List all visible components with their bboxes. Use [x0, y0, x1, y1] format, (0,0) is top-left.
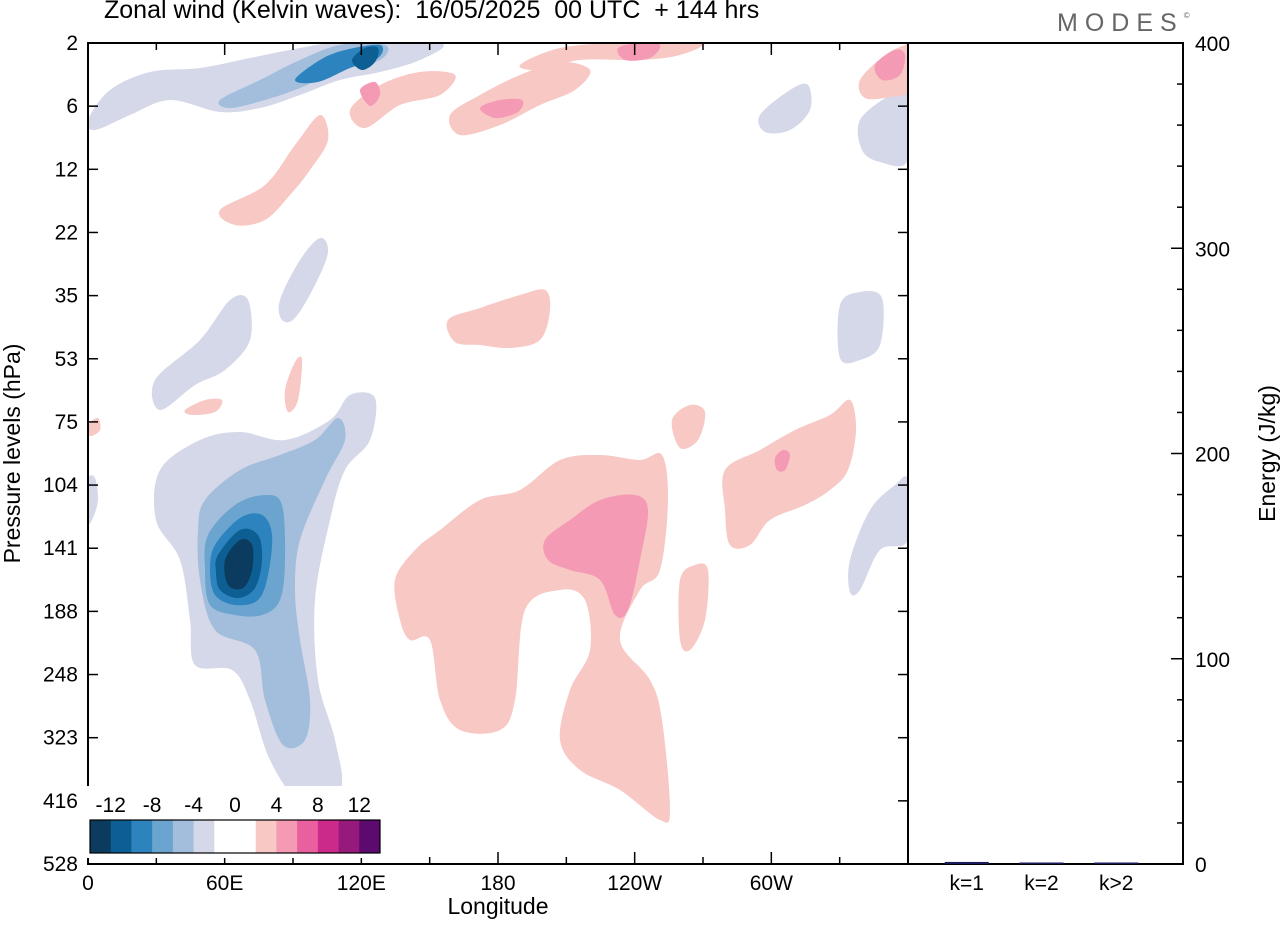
contour-fills [88, 43, 908, 823]
y-tick-label: 104 [43, 474, 78, 497]
colorbar-swatch [193, 820, 215, 853]
y-tick-label: 528 [43, 853, 78, 876]
negative-streak-upper [151, 294, 252, 411]
positive-small-1 [284, 356, 303, 413]
colorbar-swatch [276, 820, 298, 853]
colorbar-swatch [317, 820, 339, 853]
negative-strip-35 [837, 291, 884, 364]
colorbar-frame [89, 819, 381, 854]
colorbar-swatch [172, 820, 194, 853]
positive-right-small [678, 563, 709, 652]
colorbar-swatch [90, 820, 112, 853]
colorbar-swatch [235, 820, 257, 853]
negative-strato-core [351, 46, 379, 71]
y-tick-label: 248 [43, 664, 78, 687]
colorbar-label: 12 [348, 794, 371, 817]
colorbar: -12 -8 -4 0 4 8 12 [86, 786, 384, 858]
y-tick-label: 35 [55, 285, 78, 308]
energy-bar-label: k=2 [1024, 872, 1058, 895]
negative-strip-left [88, 475, 99, 524]
positive-strato-left-core [359, 81, 381, 107]
energy-tick-label: 200 [1195, 444, 1230, 467]
positive-small-3 [671, 404, 706, 450]
positive-35 [446, 289, 551, 349]
colorbar-swatch [131, 820, 153, 853]
negative-strato-east [758, 83, 812, 134]
energy-bar [1019, 862, 1064, 864]
positive-central-core [543, 494, 649, 619]
colorbar-swatch [359, 820, 381, 853]
negative-anomaly-core [224, 539, 254, 590]
positive-strato-edge-core [874, 49, 906, 81]
x-tick-label: 120E [337, 872, 386, 895]
positive-strato-left [349, 71, 456, 129]
energy-frame [907, 42, 1184, 865]
y-axis-label: Pressure levels (hPa) [0, 344, 25, 564]
y-tick-label: 12 [55, 158, 78, 181]
logo-text: MODES [1057, 9, 1184, 37]
y-tick-label: 141 [43, 537, 78, 560]
colorbar-swatch [152, 820, 174, 853]
positive-strato-top-core [617, 43, 661, 61]
modes-logo: MODES© [1057, 9, 1190, 38]
colorbar-swatch [110, 820, 132, 853]
energy-bar [1094, 862, 1139, 864]
energy-tick-label: 100 [1195, 649, 1230, 672]
x-axis-label: Longitude [447, 893, 548, 919]
colorbar-label: -4 [184, 794, 203, 817]
x-tick-label: 60W [750, 872, 793, 895]
y-tick-label: 2 [66, 32, 78, 55]
positive-small-4 [88, 417, 101, 437]
negative-strato-edge [857, 85, 908, 167]
positive-strato-mid-core [479, 98, 524, 119]
logo-mark: © [1183, 11, 1190, 20]
y-tick-label: 22 [55, 221, 78, 244]
energy-tick-label: 0 [1195, 854, 1207, 877]
positive-strato-top [519, 43, 703, 71]
negative-right-lower [848, 476, 908, 596]
colorbar-label: 4 [271, 794, 283, 817]
positive-plume [218, 114, 329, 226]
energy-bar-label: k>2 [1099, 872, 1133, 895]
colorbar-swatch [297, 820, 319, 853]
colorbar-label: -8 [143, 794, 162, 817]
energy-tick-label: 400 [1195, 33, 1230, 56]
x-tick-label: 60E [206, 872, 243, 895]
x-tick-label: 0 [82, 872, 94, 895]
y-tick-label: 416 [43, 790, 78, 813]
energy-axis: 0 100 200 300 400 [1171, 33, 1230, 877]
colorbar-swatch [338, 820, 360, 853]
colorbar-swatch [214, 820, 236, 853]
energy-axis-label: Energy (J/kg) [1254, 385, 1280, 522]
energy-bars: k=1 k=2 k>2 [944, 861, 1139, 895]
positive-right-core [774, 449, 791, 472]
colorbar-label: -12 [96, 794, 126, 817]
positive-right-mid [722, 399, 857, 549]
y-tick-label: 53 [55, 348, 78, 371]
energy-tick-label: 300 [1195, 238, 1230, 261]
colorbar-label: 8 [312, 794, 324, 817]
wind-contours [88, 43, 908, 823]
chart-title: Zonal wind (Kelvin waves): 16/05/2025 00… [104, 0, 760, 24]
y-tick-label: 6 [66, 95, 78, 118]
colorbar-swatch [255, 820, 277, 853]
positive-small-2 [184, 398, 223, 416]
y-axis: 2 6 12 22 35 53 75 104 141 188 248 323 416 528 [43, 32, 908, 876]
y-tick-label: 75 [55, 411, 78, 434]
negative-streak-mid [278, 237, 329, 323]
y-tick-label: 323 [43, 727, 78, 750]
energy-bar [944, 861, 989, 864]
x-tick-label: 120W [607, 872, 662, 895]
x-tick-label: 180 [480, 872, 515, 895]
x-axis: 0 60E 120E 180 120W 60W [82, 43, 909, 895]
colorbar-label: 0 [229, 794, 241, 817]
positive-strato-mid [448, 61, 591, 136]
energy-bar-label: k=1 [950, 872, 984, 895]
y-tick-label: 188 [43, 600, 78, 623]
